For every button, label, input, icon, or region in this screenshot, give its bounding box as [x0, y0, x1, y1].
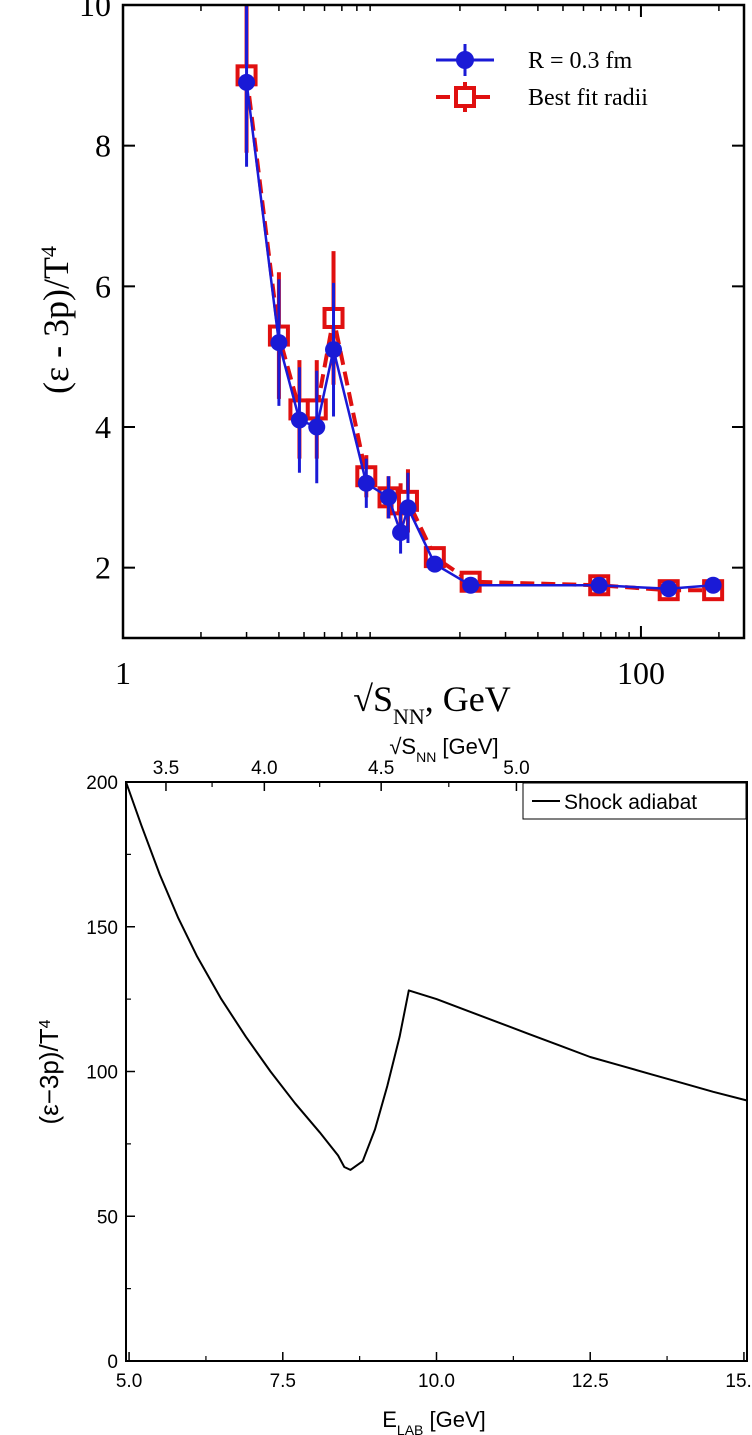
data-point-circle: [399, 499, 417, 517]
y-tick-label: 2: [95, 550, 111, 586]
data-point-circle: [660, 580, 678, 598]
legend-item-r-fm: R = 0.3 fm: [436, 44, 633, 76]
legend-marker-r-fm: [456, 51, 474, 69]
chart-bottom-frame: [125, 781, 748, 1362]
series-line-best-fit: [244, 75, 714, 593]
legend-label-shock-adiabat: Shock adiabat: [564, 791, 697, 814]
data-point-circle: [290, 411, 308, 429]
data-point-circle: [308, 418, 326, 436]
chart-bottom-ticks: 0 50 100 150 200 5.0 7.5 10.0 12.5 15.0 3.5 4.0 4.5 5…: [86, 758, 752, 1392]
x-tick-label: 15.0: [725, 1371, 752, 1392]
top-x-tick-label: 4.0: [251, 758, 277, 779]
data-point-circle: [238, 73, 256, 91]
legend-box: [522, 782, 747, 820]
chart-bottom-y-axis-label: (ε−3p)/T4: [34, 1019, 64, 1124]
data-point-circle: [392, 524, 410, 541]
top-x-tick-label: 5.0: [503, 758, 529, 779]
y-tick-label: 200: [86, 773, 118, 794]
legend-item-best-fit: Best fit radii: [436, 82, 648, 112]
chart-top-frame: [121, 3, 746, 640]
legend-label-r-fm: R = 0.3 fm: [528, 48, 633, 74]
x-tick-label: 100: [617, 655, 665, 691]
x-tick-label: 1: [115, 655, 131, 691]
data-point-circle: [357, 474, 375, 492]
x-tick-label: 12.5: [572, 1371, 609, 1392]
chart-top-legend: R = 0.3 fm Best fit radii: [436, 44, 648, 112]
data-point-circle: [270, 334, 288, 352]
chart-top: 2 4 6 8 10 1 100 (ε - 3p)/T4 √SNN, GeV R = 0.3…: [36, 0, 746, 729]
legend-marker-best-fit: [454, 86, 476, 108]
data-point-circle: [325, 341, 343, 359]
y-tick-label: 150: [86, 918, 118, 939]
chart-bottom-series: [125, 781, 748, 1171]
chart-bottom-legend: Shock adiabat: [522, 782, 747, 820]
top-x-tick-label: 3.5: [153, 758, 179, 779]
y-tick-label: 100: [86, 1063, 118, 1084]
top-x-tick-label: 4.5: [368, 758, 394, 779]
x-tick-label: 10.0: [418, 1371, 455, 1392]
y-tick-label: 50: [97, 1207, 118, 1228]
y-tick-label: 8: [95, 128, 111, 164]
data-point-circle: [462, 576, 480, 594]
y-tick-label: 6: [95, 268, 111, 304]
data-point-circle: [590, 576, 608, 594]
legend-label-best-fit: Best fit radii: [528, 85, 648, 111]
chart-bottom-x-axis-label: ELAB [GeV]: [382, 1407, 486, 1435]
chart-bottom-top-axis-label: √SNN [GeV]: [389, 734, 498, 765]
data-point-circle: [426, 555, 444, 573]
y-tick-label: 4: [95, 409, 111, 445]
data-point-circle: [704, 576, 722, 594]
chart-top-series: [235, 5, 725, 602]
chart-top-x-axis-label: √SNN, GeV: [353, 679, 511, 729]
chart-bottom: 0 50 100 150 200 5.0 7.5 10.0 12.5 15.0 3.5 4.0 4.5 5…: [34, 734, 752, 1435]
y-tick-label: 0: [107, 1352, 118, 1373]
series-line-shock-adiabat: [125, 781, 748, 1171]
series-line-r-fm: [245, 82, 714, 591]
chart-top-ticks: 2 4 6 8 10 1 100: [79, 0, 744, 691]
x-tick-label: 7.5: [270, 1371, 296, 1392]
data-point-circle: [380, 488, 398, 506]
x-tick-label: 5.0: [116, 1371, 142, 1392]
chart-top-y-axis-label: (ε - 3p)/T4: [36, 246, 77, 394]
y-tick-label: 10: [79, 0, 111, 23]
